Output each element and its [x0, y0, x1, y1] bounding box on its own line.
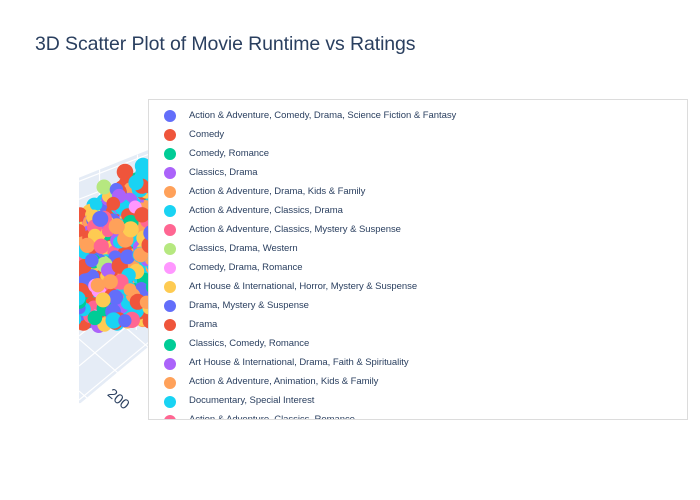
svg-text:200: 200	[105, 385, 133, 412]
